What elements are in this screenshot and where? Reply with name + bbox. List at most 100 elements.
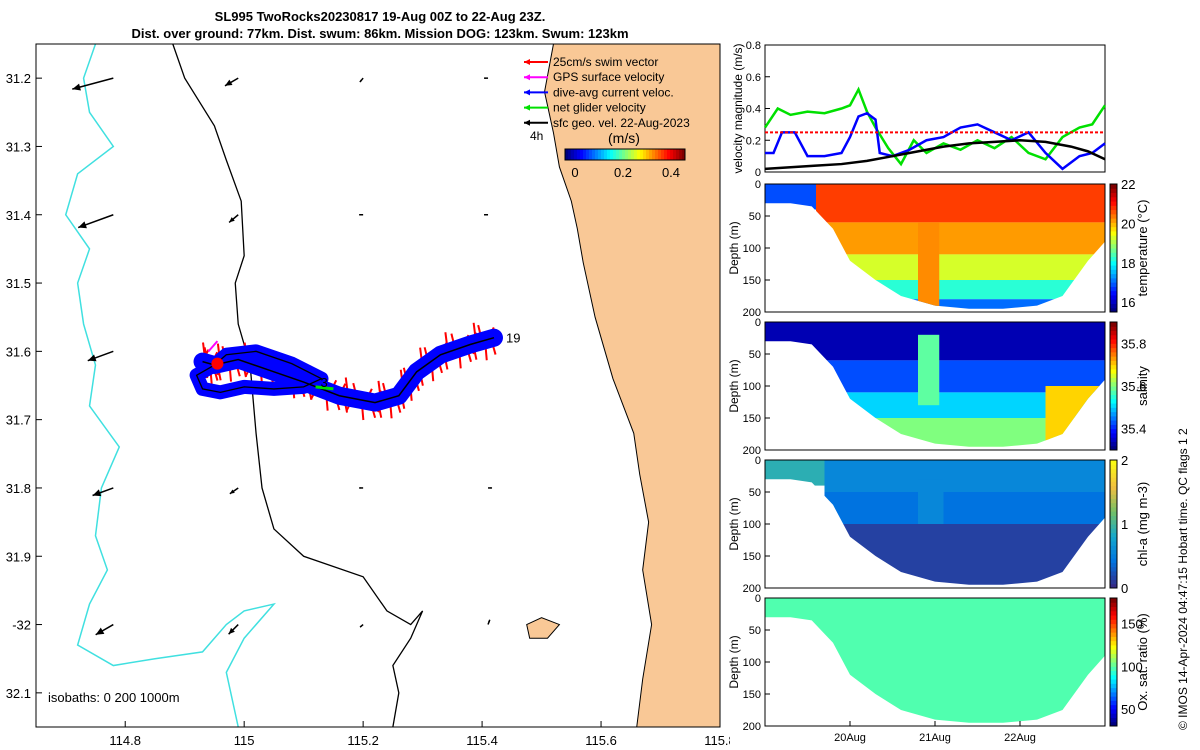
geo-vector-head	[488, 619, 490, 623]
colorbar-swatch	[568, 149, 572, 160]
colorbar-tick-label: 0.4	[662, 165, 680, 180]
section-colorbar-swatch	[1110, 377, 1117, 383]
section-colorbar-swatch	[1110, 623, 1117, 629]
section-colorbar-tick-label: 1	[1121, 517, 1128, 532]
section-level	[918, 222, 940, 309]
section-y-tick-label: 0	[755, 180, 761, 191]
geo-vector-head	[490, 487, 493, 489]
section-colorbar-swatch	[1110, 674, 1117, 680]
section-colorbar-swatch	[1110, 218, 1117, 223]
section-colorbar-swatch	[1110, 464, 1117, 470]
section-field	[765, 184, 1105, 309]
section-colorbar-swatch	[1110, 606, 1117, 612]
section-colorbar-swatch	[1110, 598, 1117, 603]
section-colorbar-swatch	[1110, 602, 1117, 608]
section-colorbar-swatch	[1110, 226, 1117, 232]
map-frame	[35, 43, 721, 728]
section-y-tick-label: 150	[743, 413, 761, 425]
geo-vector-head	[229, 217, 235, 223]
section-colorbar-swatch	[1110, 290, 1117, 296]
section-colorbar-swatch	[1110, 364, 1117, 370]
section-colorbar-frame	[1109, 321, 1118, 451]
section-y-tick-label: 100	[743, 519, 761, 531]
salinity-section-chart: 0 50 100 150 200 Depth (m) 35.4 35.6 35.8 salinit…	[727, 318, 1150, 457]
section-colorbar-swatch	[1110, 339, 1117, 344]
section-colorbar-swatch	[1110, 235, 1117, 240]
velocity-axes	[764, 44, 1106, 173]
colorbar-swatch	[628, 149, 632, 160]
section-colorbar-swatch	[1110, 407, 1117, 413]
section-colorbar-swatch	[1110, 541, 1117, 546]
figure-title: SL995 TwoRocks20230817 19-Aug 00Z to 22-…	[40, 8, 720, 42]
colorbar-swatch	[607, 149, 611, 160]
legend-label: 25cm/s swim vector	[553, 55, 658, 69]
section-colorbar-swatch	[1110, 403, 1117, 408]
legend-label: net glider velocity	[553, 101, 646, 115]
section-colorbar-swatch	[1110, 506, 1117, 512]
y-tick-label: 32.1	[6, 686, 31, 701]
velocity-series	[763, 86, 1107, 167]
colorbar-swatch	[676, 149, 680, 160]
geo-vector-head	[92, 489, 102, 497]
section-colorbar-swatch	[1110, 472, 1117, 478]
colorbar-swatch	[604, 149, 608, 160]
net-velocity-arrow	[315, 385, 334, 391]
temperature-section-chart: 0 50 100 150 200 Depth (m) 16 18 20 22temperature…	[727, 180, 1150, 319]
geo-vector-head	[224, 79, 233, 86]
section-y-tick-label: 100	[743, 657, 761, 669]
section-colorbar-swatch	[1110, 273, 1117, 279]
section-colorbar-swatch	[1110, 209, 1117, 215]
section-colorbar-label: chl-a (mg m-3)	[1135, 482, 1150, 567]
section-colorbar-frame	[1109, 597, 1118, 727]
geo-vector-head	[87, 354, 97, 362]
y-tick-label: -32	[12, 618, 31, 633]
section-colorbar-swatch	[1110, 248, 1117, 253]
section-colorbar-swatch	[1110, 265, 1117, 270]
colorbar-swatch	[631, 149, 635, 160]
section-colorbar-swatch	[1110, 282, 1117, 287]
geo-vector-head	[229, 489, 235, 494]
isobath-200m	[172, 43, 424, 728]
rottnest-island	[526, 617, 561, 639]
section-colorbar-swatch	[1110, 230, 1117, 236]
geo-vector-head	[78, 221, 87, 229]
section-colorbar-swatch	[1110, 351, 1117, 357]
velocity-y-tick-label: 0.2	[746, 135, 761, 147]
section-level	[824, 460, 1105, 492]
section-x-tick-label: 21Aug	[919, 732, 951, 744]
colorbar-swatch	[649, 149, 653, 160]
geo-vector-head	[484, 77, 486, 79]
legend-extra-label: 4h	[530, 129, 543, 143]
colorbar-swatch	[673, 149, 677, 160]
section-colorbar-swatch	[1110, 575, 1117, 580]
section-y-tick-label: 100	[743, 381, 761, 393]
section-colorbar-swatch	[1110, 460, 1117, 465]
section-colorbar-swatch	[1110, 437, 1117, 442]
y-tick-label: 31.5	[6, 276, 31, 291]
velocity-y-tick-label: 0.4	[746, 104, 761, 116]
title-line-1: SL995 TwoRocks20230817 19-Aug 00Z to 22-…	[214, 9, 546, 24]
section-colorbar-swatch	[1110, 691, 1117, 697]
section-colorbar-tick-label: 18	[1121, 256, 1135, 271]
section-colorbar-swatch	[1110, 398, 1117, 404]
colorbar-swatch	[643, 149, 647, 160]
legend-arrowhead	[524, 59, 530, 65]
section-colorbar-tick-label: 2	[1121, 456, 1128, 468]
y-tick-label: 31.2	[6, 71, 31, 86]
section-colorbar-swatch	[1110, 445, 1117, 451]
colorbar-swatch	[625, 149, 629, 160]
colorbar-swatch	[610, 149, 614, 160]
section-colorbar-swatch	[1110, 502, 1117, 508]
section-colorbar-swatch	[1110, 239, 1117, 245]
section-colorbar-swatch	[1110, 477, 1117, 482]
section-colorbar-swatch	[1110, 485, 1117, 491]
section-colorbar-swatch	[1110, 184, 1117, 189]
section-colorbar-tick-label: 50	[1121, 702, 1135, 717]
colorbar-swatch	[577, 149, 581, 160]
section-ylabel: Depth (m)	[727, 221, 741, 274]
chla-section-chart: 0 50 100 150 200 Depth (m) 0 1 2 chl-a (mg m-3)	[727, 456, 1150, 596]
colorbar-swatch	[682, 149, 686, 160]
section-colorbar-swatch	[1110, 394, 1117, 400]
y-tick-label: 31.7	[6, 413, 31, 428]
section-colorbar-swatch	[1110, 553, 1117, 559]
